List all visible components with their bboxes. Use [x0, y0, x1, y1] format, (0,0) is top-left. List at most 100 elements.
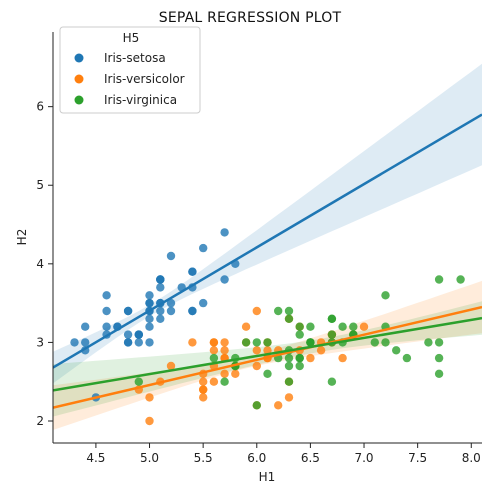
y-tick-label: 5 [36, 178, 44, 192]
data-point [102, 322, 111, 331]
data-point [81, 322, 90, 331]
data-point [241, 322, 251, 331]
data-point [220, 346, 229, 355]
data-point [166, 306, 176, 316]
data-point [306, 353, 315, 363]
data-point [306, 338, 315, 347]
x-tick-label: 6.0 [247, 451, 266, 465]
data-point [338, 353, 347, 363]
data-point [156, 283, 165, 292]
data-point [209, 346, 219, 355]
regression-line-0 [53, 113, 482, 369]
y-tick-label: 2 [36, 414, 44, 428]
data-point [252, 401, 261, 410]
data-point [327, 377, 337, 386]
data-point [241, 338, 251, 347]
data-point [327, 330, 337, 339]
data-point [263, 346, 272, 355]
data-point [102, 306, 111, 316]
data-point [209, 338, 219, 347]
data-point [199, 393, 208, 402]
tick-marks: 4.5 5.0 5.5 6.0 6.5 7.0 7.5 8.0 2 3 4 5 6 [36, 100, 480, 465]
data-point [199, 385, 208, 394]
data-point [338, 322, 347, 331]
data-point [434, 338, 444, 347]
data-point [123, 338, 133, 347]
data-point [295, 330, 304, 339]
data-point [188, 338, 197, 347]
data-point [145, 338, 154, 347]
chart-title: SEPAL REGRESSION PLOT [159, 10, 342, 26]
data-point [199, 377, 208, 386]
data-point [392, 346, 401, 355]
legend-marker-virginica [74, 95, 84, 105]
regression-line-2 [53, 316, 482, 392]
data-point [263, 338, 272, 347]
data-point [434, 275, 444, 284]
data-point [284, 306, 294, 316]
x-tick-label: 8.0 [462, 451, 481, 465]
data-point [220, 377, 229, 386]
data-point [434, 353, 444, 363]
data-point [434, 369, 444, 378]
data-point [220, 275, 229, 284]
data-point [274, 306, 283, 316]
data-point [156, 275, 165, 284]
data-point [188, 267, 197, 276]
data-point [295, 322, 304, 331]
data-point [252, 338, 261, 347]
data-point [166, 361, 176, 371]
data-point [220, 228, 229, 237]
legend-marker-setosa [74, 53, 84, 63]
legend: H5 Iris-setosa Iris-versicolor Iris-virg… [59, 26, 201, 114]
data-point [209, 377, 219, 386]
legend-label-virginica: Iris-virginica [104, 93, 177, 107]
scatter-points [70, 228, 465, 426]
data-point [284, 361, 294, 371]
data-point [359, 322, 369, 331]
x-tick-label: 7.0 [354, 451, 373, 465]
data-point [424, 338, 433, 347]
data-point [102, 291, 111, 300]
regression-line-1 [53, 305, 482, 409]
data-point [188, 306, 197, 316]
data-point [284, 377, 294, 386]
data-point [252, 346, 261, 355]
data-point [402, 353, 412, 363]
x-tick-label: 7.5 [408, 451, 427, 465]
data-point [381, 291, 390, 300]
legend-label-setosa: Iris-setosa [104, 51, 166, 65]
data-point [220, 369, 229, 378]
data-point [231, 369, 240, 378]
x-tick-label: 4.5 [86, 451, 105, 465]
y-tick-label: 4 [36, 257, 44, 271]
regression-lines [53, 113, 482, 409]
data-point [156, 306, 165, 316]
data-point [327, 314, 337, 323]
data-point [274, 401, 283, 410]
data-point [145, 314, 154, 323]
data-point [123, 330, 133, 339]
data-point [252, 361, 261, 371]
data-point [145, 298, 154, 308]
data-point [81, 338, 90, 347]
data-point [263, 369, 272, 378]
data-point [220, 338, 229, 347]
data-point [370, 338, 379, 347]
data-point [145, 393, 154, 402]
y-tick-label: 3 [36, 335, 44, 349]
data-point [316, 346, 326, 355]
data-point [306, 322, 315, 331]
data-point [123, 306, 133, 316]
data-point [199, 298, 208, 308]
data-point [166, 251, 176, 261]
x-tick-label: 5.5 [194, 451, 213, 465]
x-tick-label: 6.5 [301, 451, 320, 465]
x-tick-label: 5.0 [140, 451, 159, 465]
data-point [166, 298, 176, 308]
y-axis-title: H2 [15, 229, 29, 246]
y-tick-label: 6 [36, 100, 44, 114]
data-point [209, 353, 219, 363]
legend-label-versicolor: Iris-versicolor [104, 72, 185, 86]
